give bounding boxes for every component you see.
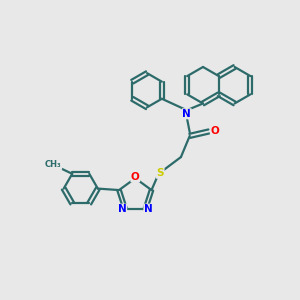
Text: N: N: [144, 204, 153, 214]
Text: O: O: [210, 126, 219, 136]
Text: N: N: [182, 109, 191, 119]
Text: N: N: [118, 204, 127, 214]
Text: O: O: [131, 172, 140, 182]
Text: S: S: [157, 168, 164, 178]
Text: CH₃: CH₃: [45, 160, 62, 169]
